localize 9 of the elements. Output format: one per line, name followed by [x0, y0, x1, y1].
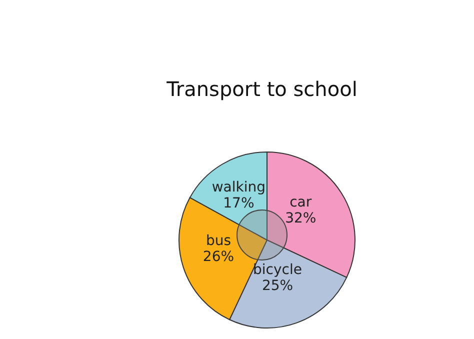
- data-label: 26%: [202, 249, 234, 266]
- data-label: 32%: [285, 210, 316, 226]
- slice-label: walking: [212, 180, 266, 196]
- slice-label: bicycle: [253, 262, 302, 278]
- slice-label: car: [290, 194, 312, 210]
- data-label: 17%: [223, 196, 254, 212]
- chart-title: Transport to school: [166, 77, 358, 101]
- data-label: 25%: [262, 278, 294, 294]
- slice-label: bus: [206, 233, 232, 250]
